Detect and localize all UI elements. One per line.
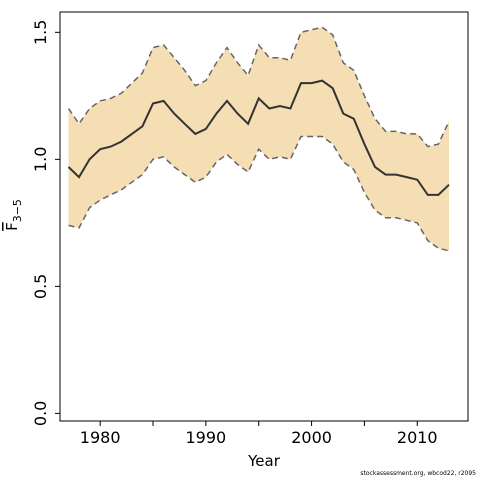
confidence-band [68, 27, 449, 251]
x-axis-title: Year [247, 452, 281, 470]
y-tick-label-1: 0.5 [31, 274, 50, 299]
lower-bound-line [68, 135, 450, 252]
x-tick-label-2000: 2000 [291, 428, 332, 447]
y-tick-label-3: 1.5 [31, 20, 50, 45]
y-tick-label-2: 1.0 [31, 147, 50, 172]
x-tick-label-1990: 1990 [186, 428, 227, 447]
y-axis-title: F3−5 [3, 199, 24, 231]
svg-text:F3−5: F3−5 [3, 199, 24, 231]
y-tick-label-0: 0.0 [31, 401, 50, 426]
x-tick-label-1980: 1980 [80, 428, 121, 447]
y-axis-title-main: F [3, 222, 21, 231]
plot-frame [59, 11, 469, 422]
y-axis-title-subscript: 3−5 [11, 199, 24, 222]
upper-bound-line [67, 26, 450, 148]
credit-footer: stockassessment.org, wbcod22, r2095 [360, 470, 476, 477]
estimate-line [67, 79, 450, 196]
x-tick-label-2010: 2010 [397, 428, 438, 447]
